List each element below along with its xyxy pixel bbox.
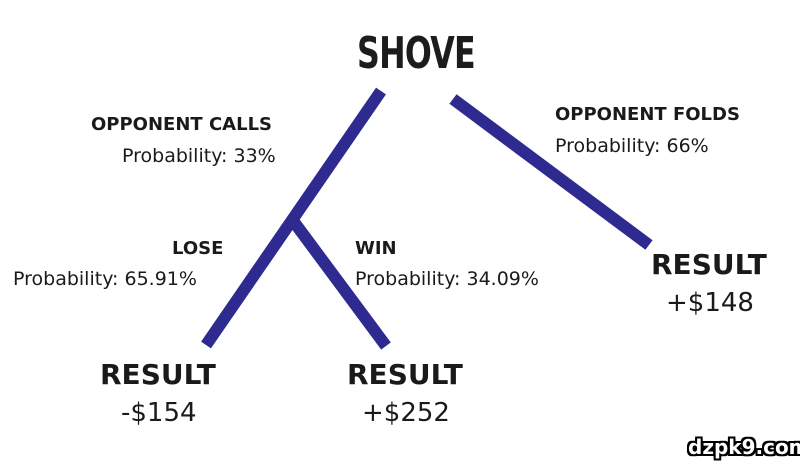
calls-probability: Probability: 33% [122,145,276,167]
win-label: WIN [355,238,397,259]
calls-label: OPPONENT CALLS [91,114,273,135]
lose-probability: Probability: 65.91% [13,268,197,290]
lose-result-label: RESULT [100,358,216,391]
folds-label: OPPONENT FOLDS [555,104,740,125]
win-edge [289,218,391,350]
calls-edge [201,87,386,349]
win-result-label: RESULT [347,358,463,391]
folds-edge [449,94,653,250]
folds-result-label: RESULT [651,248,767,281]
folds-probability: Probability: 66% [555,135,709,157]
win-result-amount: +$252 [362,398,450,428]
win-probability: Probability: 34.09% [355,268,539,290]
lose-result-amount: -$154 [121,398,197,428]
lose-label: LOSE [172,238,224,259]
root-title: SHOVE [357,28,476,79]
folds-result-amount: +$148 [666,288,754,318]
watermark: dzpk9.com [688,435,800,459]
